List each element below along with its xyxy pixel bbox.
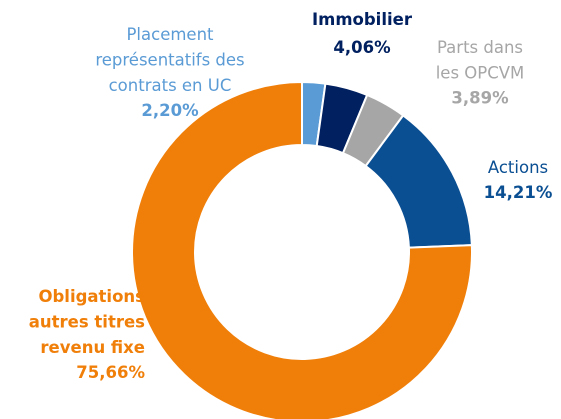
slice-label: Immobilier — [312, 10, 413, 29]
slice-label: Obligations autres titres revenu fixe — [29, 287, 145, 357]
label-line: Immobilier — [312, 10, 413, 29]
slice-label: Placement représentatifs des contrats en U… — [95, 25, 244, 95]
value-label: 14,21% — [484, 183, 553, 202]
label-line: les OPCVM — [436, 63, 525, 82]
label-line: contrats en UC — [109, 76, 232, 95]
value-label: 4,06% — [333, 38, 391, 57]
value-label: 2,20% — [141, 101, 199, 120]
value-label: 75,66% — [76, 363, 145, 382]
label-line: Obligations — [38, 287, 145, 306]
slice-label: Parts dans les OPCVM — [436, 38, 525, 83]
slice-label: Actions — [488, 158, 548, 177]
label-line: Placement — [126, 25, 214, 44]
value-label: 3,89% — [451, 89, 509, 108]
label-line: représentatifs des — [95, 50, 244, 69]
label-line: revenu fixe — [40, 338, 145, 357]
label-line: autres titres — [29, 312, 145, 331]
label-line: Actions — [488, 158, 548, 177]
label-line: Parts dans — [437, 38, 523, 57]
